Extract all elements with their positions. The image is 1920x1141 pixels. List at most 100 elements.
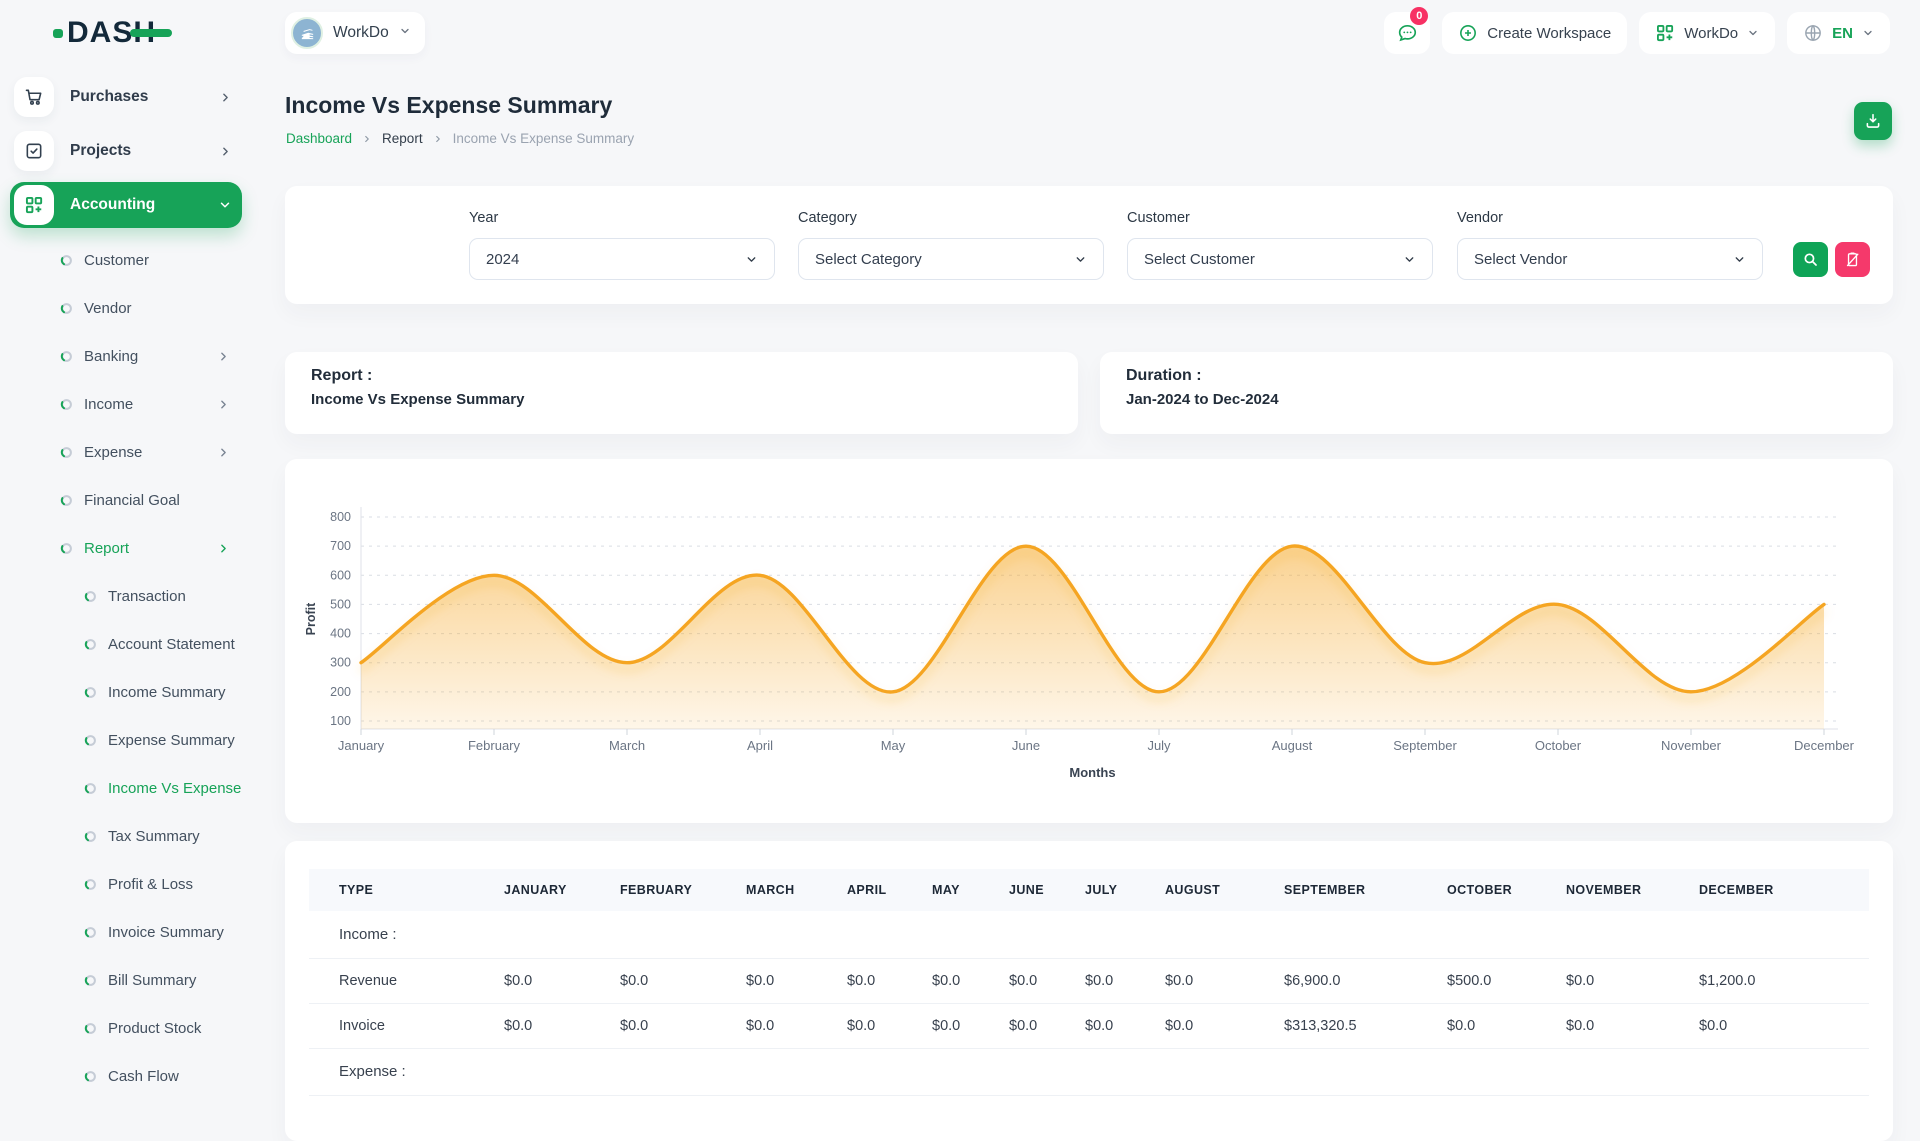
sidebar-item-report[interactable]: Report bbox=[10, 524, 242, 572]
main-content: Income Vs Expense Summary Dashboard Repo… bbox=[285, 0, 1893, 1141]
sidebar-item-invoice-summary[interactable]: Invoice Summary bbox=[10, 908, 242, 956]
table-cell: $0.0 bbox=[1009, 972, 1038, 989]
table-cell: $0.0 bbox=[932, 972, 961, 989]
category-select[interactable]: Select Category bbox=[798, 238, 1104, 280]
row-type-label: Invoice bbox=[339, 1017, 385, 1034]
sidebar-item-label: Income bbox=[84, 395, 134, 413]
sidebar-item-banking[interactable]: Banking bbox=[10, 332, 242, 380]
chevron-down-icon bbox=[1747, 27, 1759, 39]
summary-table-card: TYPE JANUARY FEBRUARY MARCH APRIL MAY JUNE JULY… bbox=[285, 841, 1893, 1141]
sidebar-item-expense-summary[interactable]: Expense Summary bbox=[10, 716, 242, 764]
circle-bullet-icon bbox=[60, 494, 73, 507]
clear-filter-icon bbox=[1846, 252, 1859, 267]
sidebar-item-customer[interactable]: Customer bbox=[10, 236, 242, 284]
sidebar-item-bill-summary[interactable]: Bill Summary bbox=[10, 956, 242, 1004]
svg-text:500: 500 bbox=[330, 597, 351, 611]
export-button[interactable] bbox=[1854, 102, 1892, 140]
circle-bullet-icon bbox=[84, 1022, 97, 1035]
table-section-row: Expense : bbox=[309, 1048, 1869, 1095]
check-square-icon bbox=[14, 131, 54, 171]
table-cell: $0.0 bbox=[1165, 972, 1194, 989]
breadcrumb-report-link[interactable]: Report bbox=[382, 131, 423, 146]
chevron-right-icon bbox=[433, 134, 443, 144]
circle-bullet-icon bbox=[84, 638, 97, 651]
income-expense-table: TYPE JANUARY FEBRUARY MARCH APRIL MAY JUNE JULY… bbox=[309, 869, 1869, 1096]
sidebar-item-transaction[interactable]: Transaction bbox=[10, 572, 242, 620]
table-cell: $0.0 bbox=[504, 972, 533, 989]
table-cell: $0.0 bbox=[1699, 1017, 1728, 1034]
sidebar-item-label: Customer bbox=[84, 251, 150, 269]
table-cell: $313,320.5 bbox=[1284, 1017, 1357, 1034]
sidebar-item-income-summary[interactable]: Income Summary bbox=[10, 668, 242, 716]
svg-text:200: 200 bbox=[330, 685, 351, 699]
chat-bubble-icon bbox=[1399, 25, 1417, 42]
category-select-value: Select Category bbox=[815, 250, 922, 268]
table-row: Revenue $0.0 $0.0 $0.0 $0.0 $0.0 $0.0 $0.0 $0.0 $… bbox=[309, 958, 1869, 1003]
apply-filter-button[interactable] bbox=[1793, 242, 1828, 277]
sidebar-item-label: Expense Summary bbox=[108, 731, 235, 749]
sidebar-item-income-vs-expense[interactable]: Income Vs Expense bbox=[10, 764, 242, 812]
messages-button[interactable]: 0 bbox=[1384, 7, 1431, 54]
logo-accent-dot bbox=[53, 28, 63, 38]
sidebar-item-tax-summary[interactable]: Tax Summary bbox=[10, 812, 242, 860]
column-header-march: MARCH bbox=[746, 883, 795, 897]
sidebar-item-account-statement[interactable]: Account Statement bbox=[10, 620, 242, 668]
table-cell: $0.0 bbox=[746, 1017, 775, 1034]
table-cell: $1,200.0 bbox=[1699, 972, 1756, 989]
duration-card-value: Jan-2024 to Dec-2024 bbox=[1126, 391, 1279, 408]
chevron-down-icon bbox=[745, 253, 758, 266]
sidebar-item-income[interactable]: Income bbox=[10, 380, 242, 428]
sidebar-item-label: Projects bbox=[70, 142, 132, 159]
column-header-january: JANUARY bbox=[504, 883, 567, 897]
brand-logo[interactable]: DASH bbox=[53, 16, 173, 50]
filter-field-category: Category Select Category bbox=[798, 210, 1104, 280]
svg-text:600: 600 bbox=[330, 568, 351, 582]
topbar-actions: 0 Create Workspace WorkDo EN bbox=[1384, 7, 1890, 54]
sidebar-item-label: Tax Summary bbox=[108, 827, 200, 845]
workspace-name: WorkDo bbox=[333, 24, 389, 41]
sidebar-item-label: Accounting bbox=[70, 196, 156, 213]
year-select[interactable]: 2024 bbox=[469, 238, 775, 280]
sidebar-item-vendor[interactable]: Vendor bbox=[10, 284, 242, 332]
circle-bullet-icon bbox=[84, 734, 97, 747]
sidebar-item-product-stock[interactable]: Product Stock bbox=[10, 1004, 242, 1052]
report-card-value: Income Vs Expense Summary bbox=[311, 391, 525, 408]
workspace-switcher[interactable]: WorkDo bbox=[285, 12, 425, 54]
customer-select[interactable]: Select Customer bbox=[1127, 238, 1433, 280]
sidebar-item-label: Product Stock bbox=[108, 1019, 202, 1037]
search-icon bbox=[1804, 253, 1817, 266]
create-workspace-label: Create Workspace bbox=[1487, 24, 1612, 42]
table-cell: $500.0 bbox=[1447, 972, 1492, 989]
table-cell: $0.0 bbox=[1566, 1017, 1595, 1034]
svg-text:Profit: Profit bbox=[304, 602, 318, 635]
circle-bullet-icon bbox=[84, 974, 97, 987]
app-menu-button[interactable]: WorkDo bbox=[1639, 12, 1776, 54]
table-cell: $0.0 bbox=[1447, 1017, 1476, 1034]
filter-label: Vendor bbox=[1457, 210, 1503, 226]
circle-bullet-icon bbox=[84, 590, 97, 603]
sidebar-item-cash-flow[interactable]: Cash Flow bbox=[10, 1052, 242, 1100]
chevron-down-icon bbox=[399, 24, 411, 42]
create-workspace-button[interactable]: Create Workspace bbox=[1442, 12, 1628, 54]
circle-bullet-icon bbox=[84, 686, 97, 699]
sidebar-item-label: Transaction bbox=[108, 587, 186, 605]
sidebar-item-projects[interactable]: Projects bbox=[10, 128, 242, 174]
sidebar-item-expense[interactable]: Expense bbox=[10, 428, 242, 476]
breadcrumb-dashboard-link[interactable]: Dashboard bbox=[286, 131, 353, 146]
profit-series-line bbox=[359, 544, 1826, 694]
column-header-may: MAY bbox=[932, 883, 960, 897]
chevron-right-icon bbox=[219, 91, 232, 104]
sidebar-item-purchases[interactable]: Purchases bbox=[10, 74, 242, 120]
sidebar-item-profit-loss[interactable]: Profit & Loss bbox=[10, 860, 242, 908]
sidebar-item-accounting[interactable]: Accounting bbox=[10, 182, 242, 228]
circle-bullet-icon bbox=[60, 302, 73, 315]
language-selector[interactable]: EN bbox=[1787, 12, 1890, 54]
vendor-select[interactable]: Select Vendor bbox=[1457, 238, 1763, 280]
svg-text:700: 700 bbox=[330, 539, 351, 553]
grid-plus-icon bbox=[14, 185, 54, 225]
customer-select-value: Select Customer bbox=[1144, 250, 1255, 268]
reset-filter-button[interactable] bbox=[1835, 242, 1870, 277]
svg-text:November: November bbox=[1661, 738, 1722, 753]
sidebar-item-financial-goal[interactable]: Financial Goal bbox=[10, 476, 242, 524]
circle-bullet-icon bbox=[84, 878, 97, 891]
